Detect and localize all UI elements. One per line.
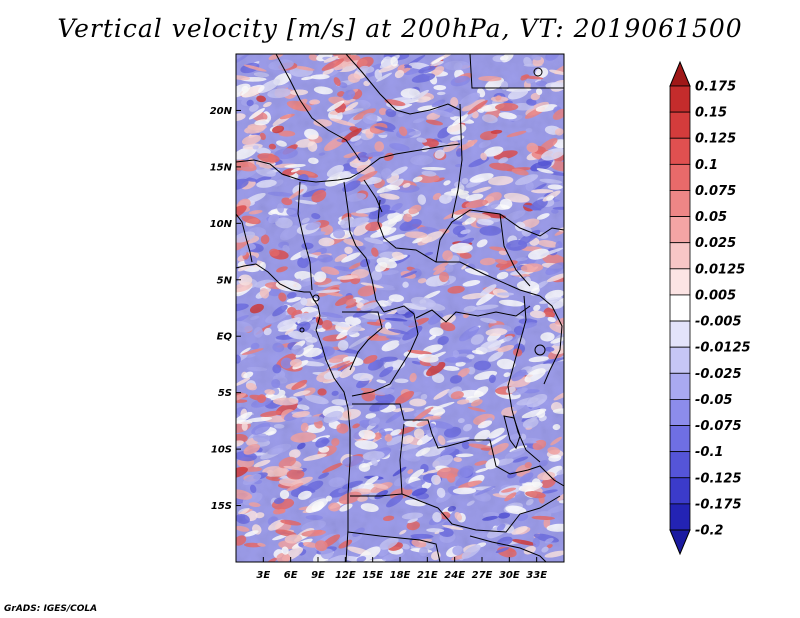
colorbar-label: -0.005 xyxy=(695,315,742,330)
lon-tick-label: 15E xyxy=(362,570,383,581)
colorbar-swatch xyxy=(669,477,691,505)
colorbar-label: -0.1 xyxy=(695,445,723,460)
colorbar-label: 0.05 xyxy=(695,210,727,225)
lon-tick-label: 12E xyxy=(335,570,356,581)
colorbar-swatch xyxy=(669,346,691,374)
colorbar-label: -0.0125 xyxy=(695,341,751,356)
colorbar-swatch xyxy=(669,216,691,244)
colorbar-label: -0.2 xyxy=(695,524,723,539)
lat-tick-label: 10S xyxy=(211,445,232,456)
lon-tick-label: 18E xyxy=(390,570,411,581)
colorbar-swatch xyxy=(669,85,691,113)
colorbar-label: -0.125 xyxy=(695,471,742,486)
lat-tick-label: 5N xyxy=(217,275,233,286)
colorbar-label: 0.1 xyxy=(695,158,718,173)
lat-tick-label: 5S xyxy=(218,388,232,399)
lon-tick-label: 6E xyxy=(284,570,298,581)
colorbar-label: 0.075 xyxy=(695,184,736,199)
lon-tick-label: 27E xyxy=(472,570,493,581)
colorbar: 0.175 0.15 0.125 0.1 0.075 0.05 0.025 0.0125 0.0… xyxy=(669,60,751,556)
coastline-ivory xyxy=(236,213,253,263)
velocity-field xyxy=(236,54,564,562)
plot-title: Vertical velocity [m/s] at 200hPa, VT: 2… xyxy=(57,14,743,43)
colorbar-label: -0.025 xyxy=(695,367,742,382)
colorbar-swatch xyxy=(669,137,691,165)
colorbar-label: -0.05 xyxy=(695,393,732,408)
longitude-axis: 3E 6E 9E 12E 15E 18E 21E 24E 27E 30E 33E xyxy=(256,557,547,581)
colorbar-swatch xyxy=(669,320,691,348)
colorbar-swatch xyxy=(669,372,691,400)
colorbar-swatch xyxy=(669,503,691,531)
lat-tick-label: 15S xyxy=(211,501,232,512)
lon-tick-label: 33E xyxy=(526,570,547,581)
colorbar-swatch xyxy=(669,163,691,191)
lon-tick-label: 9E xyxy=(311,570,325,581)
colorbar-swatch xyxy=(669,242,691,270)
credit-label: GrADS: IGES/COLA xyxy=(4,604,98,614)
colorbar-label: 0.025 xyxy=(695,236,736,251)
latitude-axis: 20N 15N 10N 5N EQ 5S 10S 15S xyxy=(210,106,241,512)
lat-tick-label: EQ xyxy=(217,332,233,343)
colorbar-bottom-arrow xyxy=(669,529,691,556)
lon-tick-label: 3E xyxy=(256,570,270,581)
country-borders xyxy=(236,54,564,562)
lon-tick-label: 30E xyxy=(499,570,520,581)
lat-tick-label: 15N xyxy=(210,162,233,173)
colorbar-label: -0.075 xyxy=(695,419,742,434)
lon-tick-label: 24E xyxy=(444,570,465,581)
colorbar-label: 0.15 xyxy=(695,106,727,121)
lon-tick-label: 21E xyxy=(417,570,438,581)
lat-tick-label: 20N xyxy=(210,106,233,117)
coastline xyxy=(236,263,351,562)
lat-tick-label: 10N xyxy=(210,219,233,230)
colorbar-swatch xyxy=(669,451,691,479)
colorbar-label: 0.175 xyxy=(695,80,736,95)
colorbar-swatch xyxy=(669,268,691,296)
colorbar-swatch xyxy=(669,190,691,217)
colorbar-swatch xyxy=(669,294,691,322)
colorbar-swatch xyxy=(669,111,691,139)
colorbar-swatch xyxy=(669,425,691,453)
colorbar-label: 0.0125 xyxy=(695,262,745,277)
colorbar-top-arrow xyxy=(669,60,691,87)
colorbar-label: 0.125 xyxy=(695,132,736,147)
colorbar-label: 0.005 xyxy=(695,288,736,303)
colorbar-swatch xyxy=(669,399,691,426)
colorbar-label: -0.175 xyxy=(695,497,742,512)
